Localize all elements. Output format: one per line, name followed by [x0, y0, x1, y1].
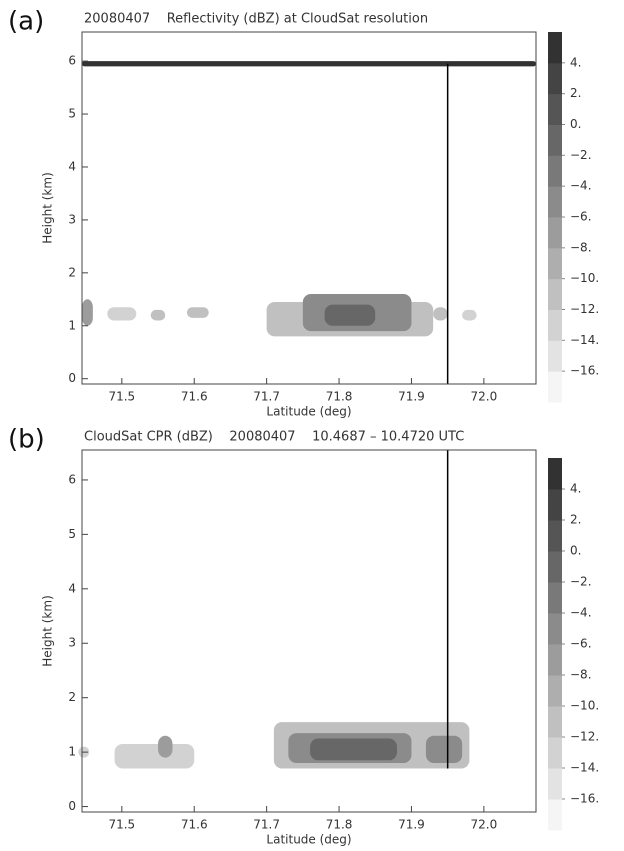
panel-label: (a) [8, 7, 44, 37]
y-tick-label: 5 [68, 527, 76, 541]
y-tick-label: 2 [68, 265, 76, 279]
colorbar-band [548, 217, 562, 249]
y-tick-label: 5 [68, 107, 76, 121]
y-tick-label: 0 [68, 799, 76, 813]
colorbar-label: −10. [570, 699, 599, 713]
colorbar-label: −2. [570, 148, 592, 162]
y-tick-label: 4 [68, 581, 76, 595]
x-tick-label: 71.9 [398, 818, 425, 832]
colorbar-label: 4. [570, 482, 581, 496]
x-tick-label: 71.6 [181, 818, 208, 832]
colorbar-band [548, 186, 562, 218]
reflectivity-cell [82, 299, 93, 326]
y-tick-label: 0 [68, 371, 76, 385]
reflectivity-cell [114, 743, 195, 769]
x-axis-label: Latitude (deg) [266, 833, 351, 847]
chart-title: 20080407 Reflectivity (dBZ) at CloudSat … [84, 12, 428, 27]
colorbar-label: 0. [570, 117, 581, 131]
colorbar-band [548, 340, 562, 372]
x-axis-label: Latitude (deg) [266, 405, 351, 419]
colorbar-band [548, 520, 562, 552]
colorbar-label: −14. [570, 333, 599, 347]
y-tick-label: 3 [68, 212, 76, 226]
reflectivity-cell [425, 735, 463, 764]
y-tick-label: 1 [68, 318, 76, 332]
colorbar-band [548, 278, 562, 310]
chart-title: CloudSat CPR (dBZ) 20080407 10.4687 – 10… [84, 430, 464, 445]
x-tick-label: 71.6 [181, 390, 208, 404]
colorbar-band [548, 644, 562, 676]
x-tick-label: 71.8 [326, 390, 353, 404]
colorbar-band [548, 124, 562, 156]
colorbar-label: −8. [570, 668, 592, 682]
colorbar-band [548, 737, 562, 769]
plot-frame [81, 31, 537, 385]
colorbar-label: −16. [570, 364, 599, 378]
colorbar-band [548, 458, 562, 490]
colorbar-band [548, 155, 562, 187]
colorbar-band [548, 489, 562, 521]
colorbar-band [548, 32, 562, 64]
colorbar-band [548, 613, 562, 645]
colorbar-label: −12. [570, 302, 599, 316]
reflectivity-cell [433, 307, 448, 321]
reflectivity-cell [186, 307, 209, 318]
reflectivity-cell [82, 61, 536, 67]
colorbar-label: 2. [570, 86, 581, 100]
colorbar-label: −4. [570, 606, 592, 620]
colorbar-band [548, 93, 562, 125]
x-tick-label: 71.5 [108, 390, 135, 404]
colorbar-band [548, 551, 562, 583]
colorbar-band [548, 309, 562, 341]
y-tick-label: 3 [68, 636, 76, 650]
x-tick-label: 71.8 [326, 818, 353, 832]
x-tick-label: 71.7 [253, 818, 280, 832]
reflectivity-cell [310, 738, 397, 761]
y-tick-label: 6 [68, 54, 76, 68]
x-tick-label: 71.9 [398, 390, 425, 404]
x-tick-label: 71.7 [253, 390, 280, 404]
colorbar-band [548, 675, 562, 707]
colorbar-label: −16. [570, 792, 599, 806]
plot-frame [81, 449, 537, 813]
colorbar-band [548, 247, 562, 280]
y-tick-label: 4 [68, 159, 76, 173]
colorbar-band [548, 371, 562, 403]
reflectivity-cell [462, 309, 477, 321]
x-tick-label: 72.0 [471, 390, 498, 404]
reflectivity-cell [150, 309, 166, 321]
colorbar-label: −8. [570, 240, 592, 254]
y-axis-label: Height (km) [41, 172, 55, 243]
y-tick-label: 2 [68, 690, 76, 704]
y-tick-label: 1 [68, 745, 76, 759]
colorbar-label: −6. [570, 637, 592, 651]
panel-label: (b) [8, 425, 45, 455]
colorbar-label: 4. [570, 55, 581, 69]
reflectivity-cell [324, 304, 376, 326]
x-tick-label: 71.5 [108, 818, 135, 832]
colorbar-label: −14. [570, 761, 599, 775]
colorbar-band [548, 768, 562, 800]
colorbar-label: −4. [570, 179, 592, 193]
colorbar-band [548, 62, 562, 95]
y-axis-label: Height (km) [41, 595, 55, 666]
colorbar-label: −12. [570, 730, 599, 744]
y-tick-label: 6 [68, 472, 76, 486]
colorbar-label: 0. [570, 544, 581, 558]
colorbar-band [548, 582, 562, 614]
colorbar-band [548, 706, 562, 738]
colorbar-band [548, 799, 562, 831]
x-tick-label: 72.0 [471, 818, 498, 832]
reflectivity-cell [107, 307, 137, 321]
colorbar-label: −2. [570, 575, 592, 589]
reflectivity-cell [158, 735, 173, 758]
colorbar-label: −6. [570, 210, 592, 224]
colorbar-label: −10. [570, 271, 599, 285]
colorbar-label: 2. [570, 513, 581, 527]
